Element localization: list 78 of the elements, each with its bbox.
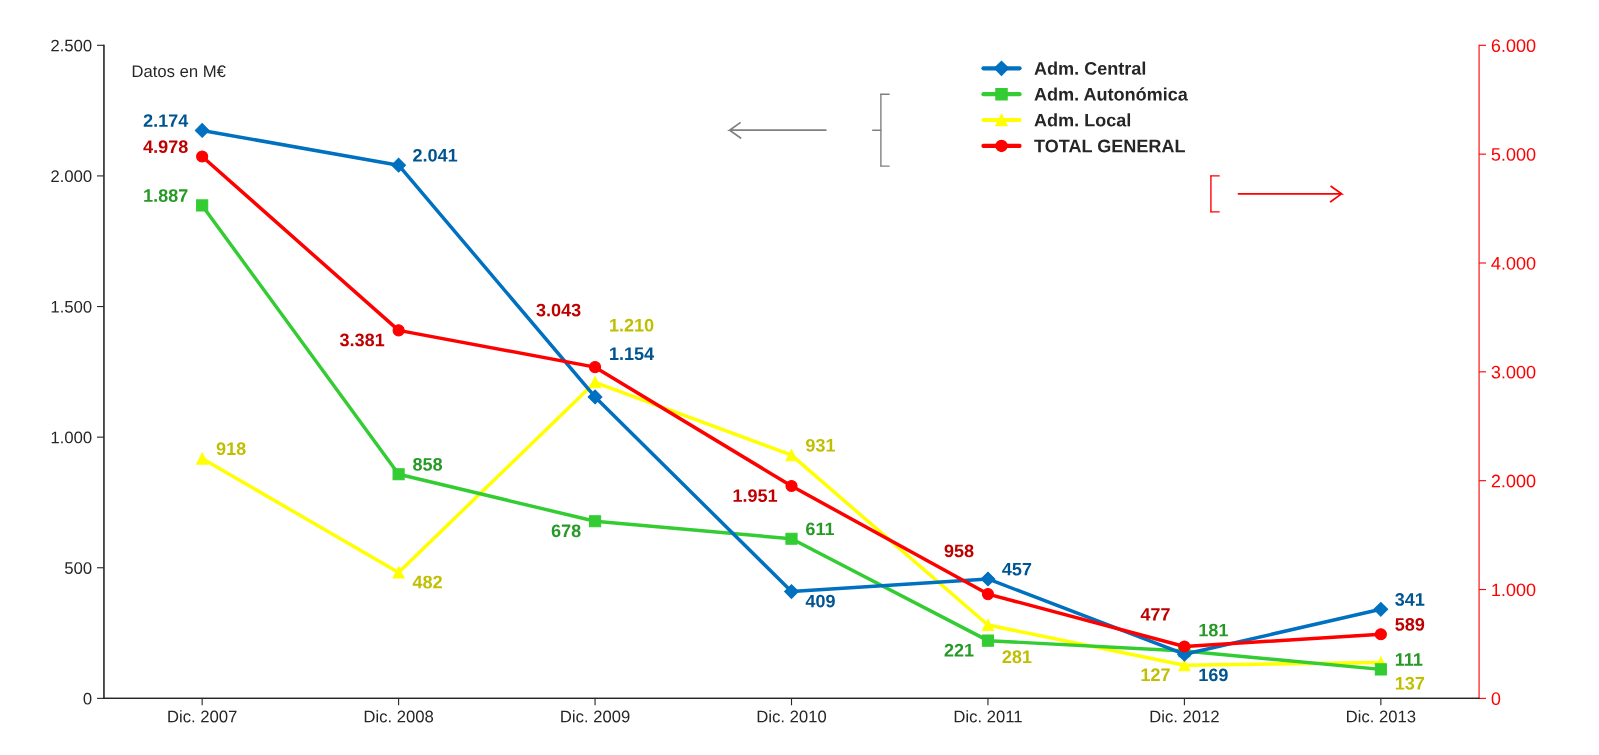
data-label: 1.887 [144,189,188,202]
point [1178,659,1191,672]
point [981,588,995,601]
point [1374,663,1387,676]
data-label: 958 [944,544,974,558]
data-label: 678 [551,524,581,538]
data-label: 4.978 [143,140,188,154]
point [196,150,209,163]
data-label: 409 [805,594,835,608]
x-tick-label: Dic. 2008 [364,710,434,723]
y-tick-label: 2.000 [51,170,92,183]
annotation: Datos en M€ [132,65,226,78]
data-label: 169 [1199,668,1228,682]
y2-tick-label: 5.000 [1491,148,1536,161]
point [196,452,209,465]
x-tick-label: Dic. 2007 [168,710,237,723]
data-label: 589 [1395,617,1425,631]
point [981,634,995,647]
point [1374,628,1387,641]
data-label: 181 [1199,623,1228,637]
data-label: 611 [806,522,835,536]
point [785,479,798,493]
point [1373,601,1389,617]
legend-label: Adm. Central [1034,61,1146,75]
data-label: 127 [1141,668,1170,681]
legend-label: Adm. Local [1034,113,1131,127]
point [588,376,602,389]
y-tick-label: 500 [64,562,92,574]
point [587,389,603,405]
data-label: 1.154 [610,347,655,361]
point [980,571,996,587]
y2-tick-label: 6.000 [1491,39,1536,53]
data-label: 1.951 [733,489,778,502]
data-label: 918 [216,442,246,456]
data-label: 111 [1395,653,1423,666]
point [391,157,406,173]
x-tick-label: Dic. 2012 [1150,710,1219,723]
y2-tick-label: 2.000 [1491,474,1536,488]
y2-tick-label: 4.000 [1491,256,1536,270]
data-label: 858 [413,457,443,471]
legend-label: Adm. Autonómica [1034,87,1188,101]
y2-tick-label: 0 [1491,692,1501,706]
point [1178,640,1191,653]
point [392,468,405,481]
data-label: 2.174 [143,114,189,127]
y-tick-label: 1.500 [51,300,92,313]
data-label: 221 [944,643,974,657]
data-label: 341 [1395,593,1425,606]
data-label: 1.210 [610,318,654,332]
point [392,566,405,579]
x-tick-label: Dic. 2011 [954,710,1022,723]
x-tick-label: Dic. 2010 [757,710,827,723]
data-label: 477 [1140,608,1170,621]
point [785,532,798,545]
data-label: 457 [1002,562,1032,576]
y2-tick-label: 1.000 [1492,583,1536,597]
y-tick-label: 0 [83,692,92,705]
point [392,324,405,337]
point [588,361,602,374]
point [785,449,798,462]
legend-label: TOTAL GENERAL [1034,139,1185,153]
point [981,618,995,632]
y-tick-label: 1.000 [51,431,92,444]
data-label: 3.381 [339,333,385,347]
data-label: 281 [1002,650,1032,664]
point [784,584,799,599]
point [588,515,602,528]
y-tick-label: 2.500 [51,39,92,52]
data-label: 482 [412,575,442,589]
data-label: 137 [1395,676,1425,690]
y2-tick-label: 3.000 [1491,365,1536,379]
data-label: 2.041 [413,148,458,162]
point [194,123,210,138]
x-tick-label: Dic. 2009 [561,710,630,723]
x-tick-label: Dic. 2013 [1347,710,1416,723]
point [196,199,209,212]
data-label: 931 [806,438,836,452]
data-label: 3.043 [536,303,581,317]
